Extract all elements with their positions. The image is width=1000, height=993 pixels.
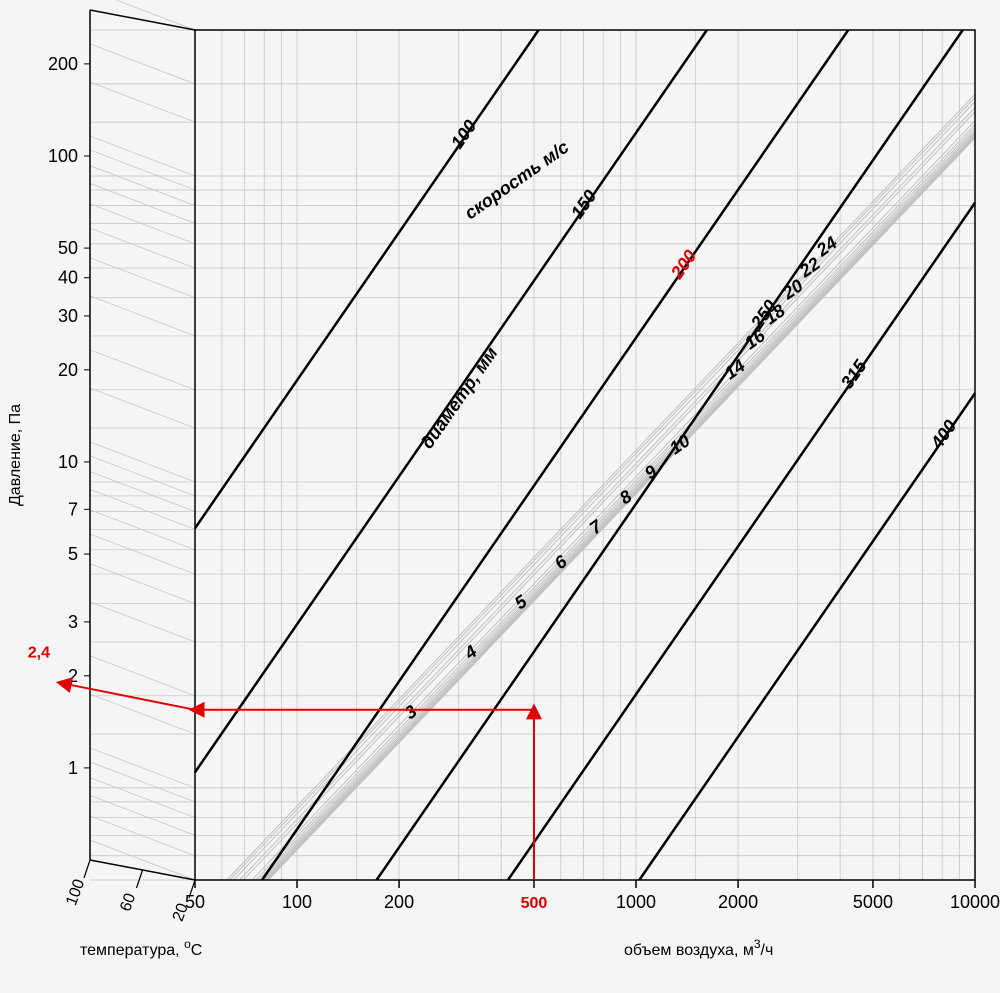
- y-tick-label: 5: [68, 544, 78, 564]
- x-tick-label: 200: [384, 892, 414, 912]
- y-tick-label: 10: [58, 452, 78, 472]
- velocity-line: [263, 132, 975, 880]
- y-tick-label: 40: [58, 268, 78, 288]
- temp-skew: [90, 472, 195, 512]
- x-tick-label: 2000: [718, 892, 758, 912]
- velocity-line: [256, 125, 975, 880]
- velocity-line: [268, 138, 975, 880]
- y-axis-label: Давление, Па: [7, 404, 24, 506]
- y-tick-label: 30: [58, 306, 78, 326]
- temp-skew: [90, 816, 195, 856]
- temp-axis-label: температура, oC: [80, 937, 202, 959]
- temp-skew: [90, 44, 195, 84]
- nomogram-svg: 50 100 200 500 1000 2000 5000 10000 1 2 3 5 7 10 20 30 4…: [0, 0, 1000, 993]
- x-tick-label: 100: [282, 892, 312, 912]
- y-tick-label: 7: [68, 499, 78, 519]
- x-tick-label: 10000: [950, 892, 1000, 912]
- temp-skew: [90, 258, 195, 298]
- y-tick-label: 2: [68, 666, 78, 686]
- temp-skew: [90, 656, 195, 696]
- temp-skew: [90, 602, 195, 642]
- diameter-line: [377, 30, 963, 880]
- temp-skew: [90, 795, 195, 835]
- temp-skew: [90, 204, 195, 244]
- x-tick-label: 500: [521, 895, 548, 912]
- temp-skew: [90, 350, 195, 390]
- temp-skew: [90, 778, 195, 818]
- y-tick-label: 100: [48, 146, 78, 166]
- temp-skew: [90, 489, 195, 529]
- temp-tick-label: 100: [63, 877, 88, 908]
- velocity-line: [227, 94, 975, 880]
- temp-skew: [90, 228, 195, 268]
- temp-tick-label: 60: [117, 891, 139, 914]
- y-tick-label: 200: [48, 54, 78, 74]
- x-axis-label: объем воздуха, м3/ч: [624, 937, 773, 959]
- temp-skew: [90, 82, 195, 122]
- velocity-line: [261, 130, 975, 880]
- velocity-family-label: скорость м/с: [461, 137, 573, 223]
- temp-skew: [90, 564, 195, 604]
- velocity-line: [259, 128, 975, 880]
- y-highlight-label: 2,4: [28, 645, 50, 662]
- temp-skew: [90, 0, 195, 30]
- y-tick-label: 20: [58, 360, 78, 380]
- diameter-line: [195, 30, 539, 528]
- diameter-line: [639, 393, 975, 880]
- nomogram-chart: { "chart": { "type": "nomogram", "backgr…: [0, 0, 1000, 993]
- velocity-line: [267, 137, 975, 880]
- temp-skew: [90, 183, 195, 223]
- velocity-line: [265, 134, 975, 880]
- temp-skew: [90, 840, 195, 880]
- temp-tick: [84, 860, 90, 878]
- temp-skew: [90, 534, 195, 574]
- temp-skew: [90, 388, 195, 428]
- velocity-line: [234, 102, 975, 880]
- plot-border: [195, 30, 975, 880]
- x-tick-label: 5000: [853, 892, 893, 912]
- x-tick-label: 1000: [616, 892, 656, 912]
- velocity-line: [252, 121, 975, 880]
- temp-skew: [90, 296, 195, 336]
- temp-skew: [90, 510, 195, 550]
- y-tick-label: 1: [68, 758, 78, 778]
- y-tick-label: 3: [68, 612, 78, 632]
- temp-skew: [90, 166, 195, 206]
- temp-top: [90, 10, 195, 30]
- y-tick-label: 50: [58, 238, 78, 258]
- temp-tick: [137, 870, 143, 888]
- diameter-family-label: диаметр, мм: [417, 343, 502, 452]
